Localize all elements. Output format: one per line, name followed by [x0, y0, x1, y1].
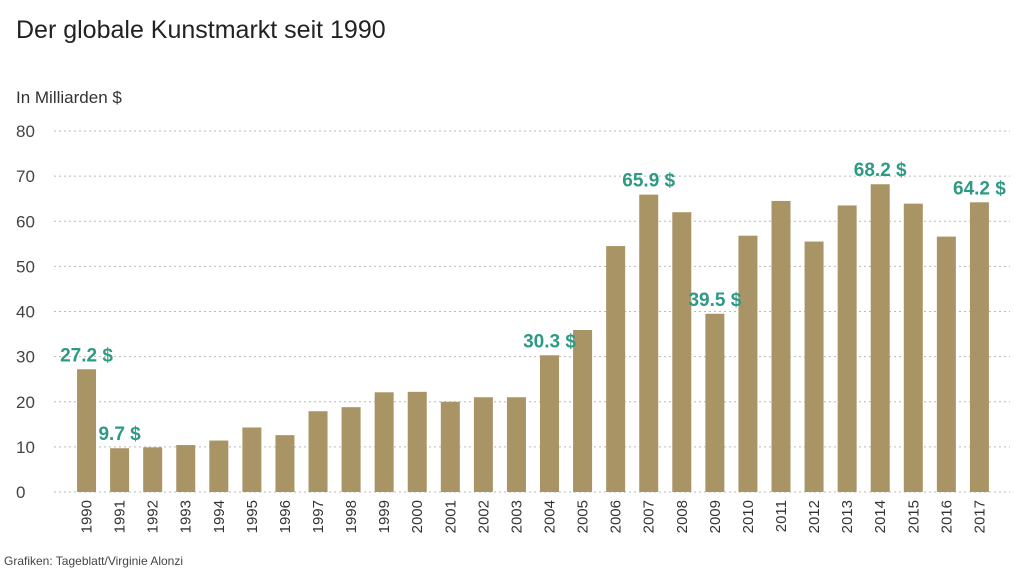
y-tick-label: 60 [16, 212, 35, 231]
x-tick-label-2000: 2000 [409, 500, 426, 533]
bar-1992 [143, 447, 163, 492]
annotation-1991: 9.7 $ [98, 424, 141, 445]
bar-2012 [804, 241, 824, 492]
bar-1995 [242, 427, 262, 492]
x-tick-label-1995: 1995 [244, 500, 261, 533]
annotation-2007: 65.9 $ [622, 171, 675, 192]
x-tick-label-2001: 2001 [442, 500, 459, 533]
y-tick-label: 10 [16, 438, 35, 457]
y-tick-label: 30 [16, 348, 35, 367]
bar-2004 [540, 355, 560, 492]
x-axis-ticks: 1990 1991 1992 1993 1994 1995 1996 1997 1998 1999… [79, 500, 989, 533]
x-tick-label-2006: 2006 [608, 500, 625, 533]
bar-1991 [110, 448, 130, 492]
annotation-2014: 68.2 $ [854, 160, 907, 181]
x-tick-label-1997: 1997 [310, 500, 327, 533]
x-tick-label-1999: 1999 [376, 500, 393, 533]
x-tick-label-2011: 2011 [773, 500, 790, 532]
x-tick-label-2007: 2007 [641, 500, 658, 533]
bar-1999 [374, 392, 394, 492]
annotation-2017: 64.2 $ [953, 178, 1006, 199]
bar-1994 [209, 440, 229, 492]
x-tick-label-2015: 2015 [905, 500, 922, 533]
x-tick-label-1991: 1991 [112, 500, 129, 533]
y-axis-label: In Milliarden $ [16, 88, 122, 107]
x-tick-label-2005: 2005 [575, 500, 592, 533]
y-tick-label: 20 [16, 393, 35, 412]
bar-2016 [936, 236, 956, 492]
x-tick-label-2003: 2003 [508, 500, 525, 533]
bar-1998 [341, 407, 361, 492]
bar-2013 [837, 205, 857, 493]
annotation-1990: 27.2 $ [60, 345, 113, 366]
bar-1993 [176, 445, 196, 492]
x-tick-label-2016: 2016 [938, 500, 955, 533]
bars [77, 184, 989, 493]
x-tick-label-2004: 2004 [542, 500, 559, 533]
chart-credit: Grafiken: Tageblatt/Virginie Alonzi [4, 554, 183, 568]
y-tick-label: 40 [16, 303, 35, 322]
annotation-2004: 30.3 $ [523, 331, 576, 352]
y-tick-label: 80 [16, 122, 35, 141]
x-tick-label-2014: 2014 [872, 500, 889, 533]
x-tick-label-1993: 1993 [178, 500, 195, 533]
x-tick-label-1992: 1992 [145, 500, 162, 533]
gridlines [54, 130, 1010, 493]
value-annotations: 27.2 $ 9.7 $ 30.3 $ 65.9 $ 39.5 $ 68.2 $ 64.2 … [60, 160, 1006, 445]
bar-2017 [969, 202, 989, 493]
bar-2010 [738, 235, 758, 492]
x-tick-label-2008: 2008 [674, 500, 691, 533]
x-tick-label-1996: 1996 [277, 500, 294, 533]
chart-title: Der globale Kunstmarkt seit 1990 [16, 16, 386, 44]
bar-2007 [639, 194, 659, 492]
bar-1996 [275, 435, 295, 492]
x-tick-label-1990: 1990 [79, 500, 96, 533]
y-axis-ticks: 0 10 20 30 40 50 60 70 80 [16, 122, 35, 502]
bar-2011 [771, 200, 791, 492]
y-tick-label: 70 [16, 167, 35, 186]
y-tick-label: 0 [16, 483, 25, 502]
x-tick-label-2017: 2017 [971, 500, 988, 533]
bar-2015 [903, 203, 923, 492]
x-tick-label-2002: 2002 [475, 500, 492, 533]
x-tick-label-2013: 2013 [839, 500, 856, 533]
x-tick-label-1994: 1994 [211, 500, 228, 533]
x-tick-label-2012: 2012 [806, 500, 823, 533]
x-tick-label-2010: 2010 [740, 500, 757, 533]
bar-1990 [77, 369, 97, 492]
x-tick-label-1998: 1998 [343, 500, 360, 533]
bar-2005 [573, 330, 593, 492]
bar-1997 [308, 411, 328, 492]
bar-2009 [705, 313, 725, 492]
bar-2003 [506, 397, 526, 492]
y-tick-label: 50 [16, 257, 35, 276]
bar-2001 [440, 401, 460, 492]
bar-2014 [870, 184, 890, 492]
bar-2008 [672, 212, 692, 492]
x-tick-label-2009: 2009 [707, 500, 724, 533]
bar-2000 [407, 391, 427, 492]
annotation-2009: 39.5 $ [688, 290, 741, 311]
bar-2002 [473, 397, 493, 492]
bar-2006 [606, 246, 626, 492]
